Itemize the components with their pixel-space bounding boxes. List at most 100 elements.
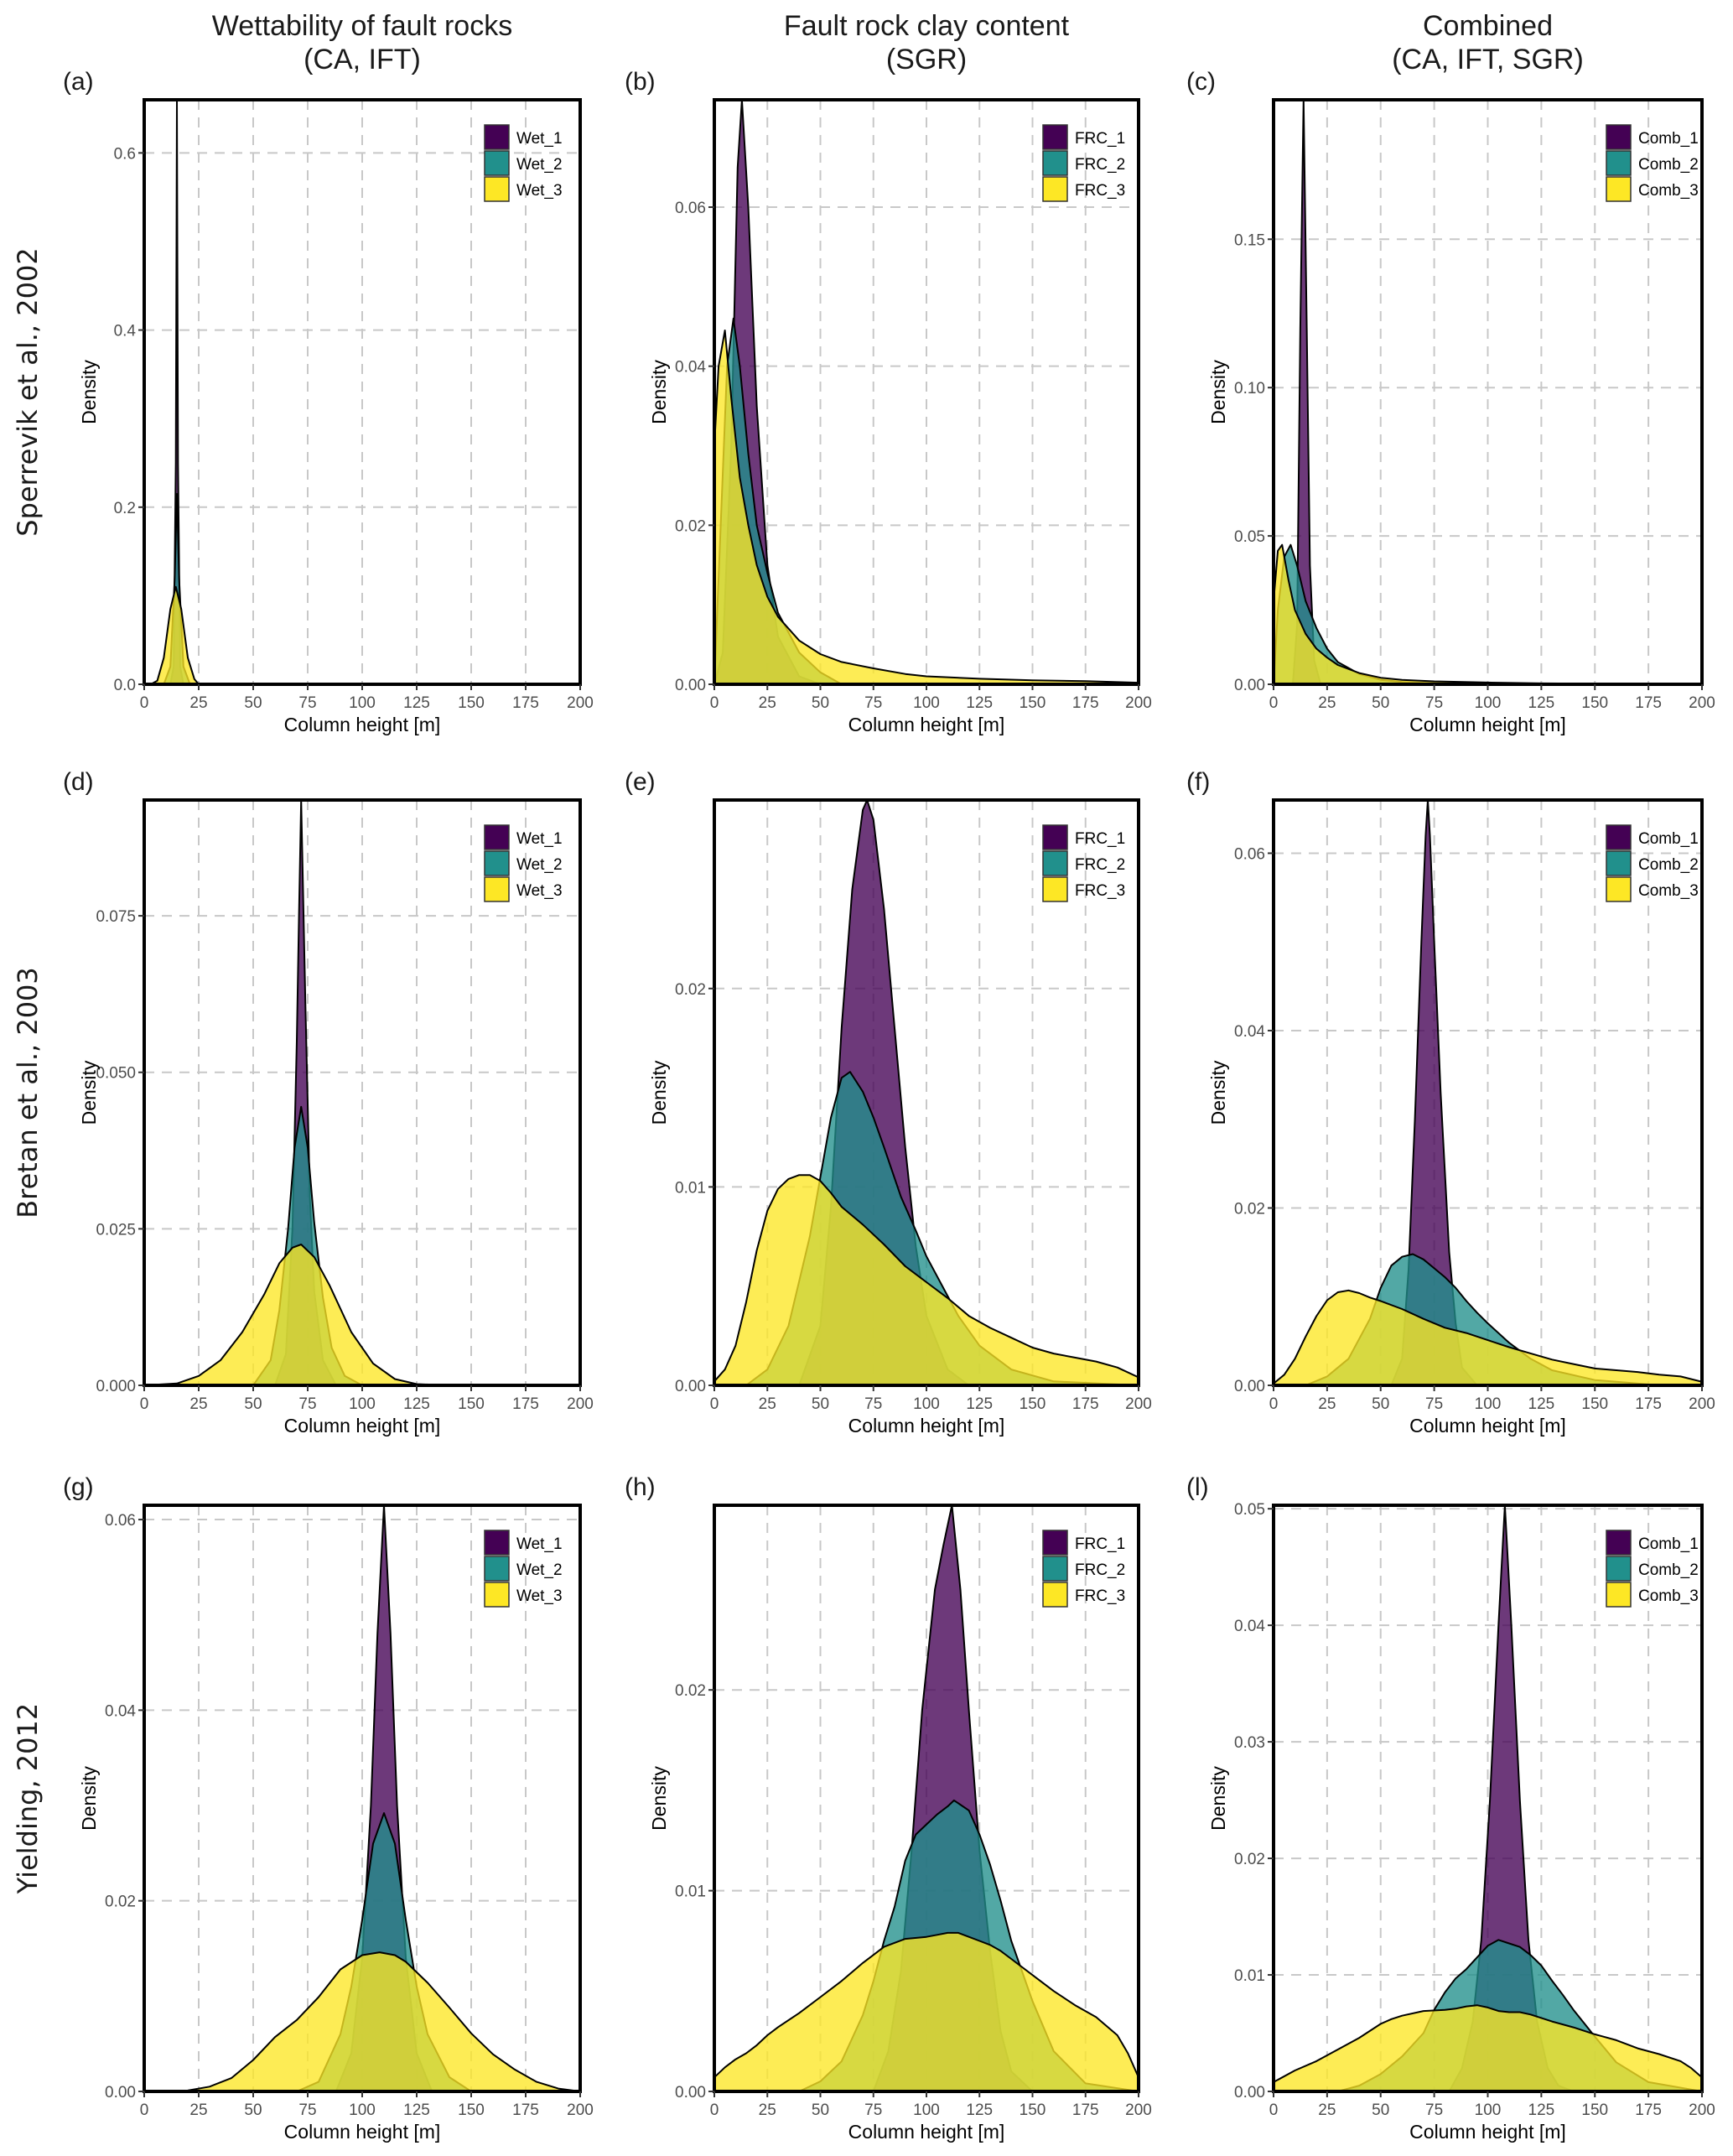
y-tick-label: 0.00 <box>1234 2084 1265 2101</box>
legend-swatch <box>1606 176 1632 202</box>
x-tick-label: 25 <box>189 2101 207 2119</box>
column-title: Wettability of fault rocks(CA, IFT) <box>212 10 512 75</box>
x-tick-label: 200 <box>1689 694 1715 712</box>
x-tick-label: 0 <box>1269 2101 1279 2119</box>
panel-label: (d) <box>63 768 94 796</box>
y-tick-label: 0.00 <box>1234 677 1265 694</box>
x-axis-title: Column height [m] <box>284 1415 441 1436</box>
panel-label: (e) <box>625 768 656 796</box>
x-tick-label: 25 <box>759 1395 776 1413</box>
y-axis-title: Density <box>78 360 100 424</box>
density-area-comb-3 <box>1274 1289 1702 1385</box>
legend-swatch <box>484 124 510 150</box>
legend-label: Comb_1 <box>1638 830 1699 848</box>
x-tick-label: 125 <box>403 694 430 712</box>
y-tick-label: 0.050 <box>96 1065 136 1083</box>
y-tick-label: 0.06 <box>675 200 706 217</box>
y-axis-title: Density <box>648 360 670 424</box>
legend: FRC_1 FRC_2 FRC_3 <box>1042 124 1125 202</box>
legend-label: Wet_1 <box>516 1535 563 1553</box>
x-tick-label: 50 <box>1372 2101 1389 2119</box>
x-tick-label: 75 <box>1425 2101 1443 2119</box>
x-axis-title: Column height [m] <box>1409 714 1566 735</box>
legend-label: FRC_1 <box>1075 830 1125 848</box>
legend-swatch <box>1606 1556 1632 1582</box>
x-tick-label: 150 <box>458 694 485 712</box>
x-tick-label: 50 <box>812 2101 829 2119</box>
x-axis-title: Column height [m] <box>848 2121 1005 2143</box>
legend-swatch <box>1042 850 1068 876</box>
row-title: Bretan et al., 2003 <box>12 967 44 1218</box>
x-tick-label: 175 <box>1635 1395 1662 1413</box>
legend-swatch <box>484 1582 510 1608</box>
y-tick-label: 0.06 <box>105 1512 136 1530</box>
x-tick-label: 75 <box>864 1395 882 1413</box>
x-tick-label: 25 <box>189 1395 207 1413</box>
x-tick-label: 200 <box>567 1395 594 1413</box>
legend-swatch <box>1606 850 1632 876</box>
panel-label: (g) <box>63 1473 94 1501</box>
legend-label: FRC_2 <box>1075 856 1125 874</box>
y-tick-label: 0.04 <box>105 1702 136 1720</box>
legend-swatch <box>1042 124 1068 150</box>
x-tick-label: 0 <box>710 1395 719 1413</box>
x-tick-label: 75 <box>298 2101 316 2119</box>
legend-label: Comb_3 <box>1638 182 1699 200</box>
legend-swatch <box>1042 824 1068 850</box>
y-tick-label: 0.0 <box>114 677 136 694</box>
x-tick-label: 200 <box>1689 2101 1715 2119</box>
legend-label: Comb_1 <box>1638 130 1699 148</box>
y-axis-title: Density <box>1207 1060 1229 1125</box>
legend: Comb_1 Comb_2 Comb_3 <box>1606 824 1699 902</box>
y-tick-label: 0.04 <box>675 359 706 377</box>
legend-label: FRC_2 <box>1075 156 1125 174</box>
legend-label: FRC_1 <box>1075 1535 1125 1553</box>
x-tick-label: 25 <box>189 694 207 712</box>
x-tick-label: 175 <box>1635 694 1662 712</box>
panel-b: (b) 0 25 50 75 100 125 150 175 200 0.00 0.02 0.04 0.0… <box>625 68 1152 735</box>
row-title: Yielding, 2012 <box>12 1703 44 1894</box>
x-axis-title: Column height [m] <box>284 2121 441 2143</box>
x-tick-label: 25 <box>1318 2101 1336 2119</box>
legend-swatch <box>484 876 510 902</box>
y-tick-label: 0.05 <box>1234 1501 1265 1519</box>
y-tick-label: 0.00 <box>105 2084 136 2101</box>
panel-label: (l) <box>1186 1473 1209 1501</box>
legend-swatch <box>484 850 510 876</box>
x-tick-label: 175 <box>512 694 539 712</box>
legend-label: Wet_2 <box>516 156 563 174</box>
x-axis-title: Column height [m] <box>848 1415 1005 1436</box>
y-axis-title: Density <box>1207 1766 1229 1831</box>
legend: Wet_1 Wet_2 Wet_3 <box>484 824 563 902</box>
y-tick-label: 0.06 <box>1234 845 1265 863</box>
panel-d: (d) 0 25 50 75 100 125 150 175 200 0.000 0.025 0.050… <box>63 768 594 1436</box>
y-tick-label: 0.05 <box>1234 528 1265 546</box>
x-tick-label: 125 <box>1528 694 1555 712</box>
x-tick-label: 100 <box>913 1395 940 1413</box>
y-axis-title: Density <box>648 1766 670 1831</box>
x-tick-label: 125 <box>966 1395 993 1413</box>
x-tick-label: 200 <box>567 694 594 712</box>
legend: FRC_1 FRC_2 FRC_3 <box>1042 824 1125 902</box>
x-tick-label: 75 <box>864 694 882 712</box>
legend-swatch <box>1042 150 1068 176</box>
x-tick-label: 25 <box>759 694 776 712</box>
legend-label: Wet_3 <box>516 1587 563 1605</box>
x-tick-label: 50 <box>244 694 262 712</box>
column-title: Fault rock clay content(SGR) <box>784 10 1070 75</box>
x-tick-label: 200 <box>1689 1395 1715 1413</box>
x-tick-label: 75 <box>298 694 316 712</box>
row-title: Sperrevik et al., 2002 <box>12 247 44 536</box>
panel-a: (a) 0 25 50 75 100 125 150 175 200 0.0 0.2 0.4 0.6 Col… <box>63 68 594 735</box>
x-tick-label: 100 <box>349 694 376 712</box>
legend-label: FRC_3 <box>1075 182 1125 200</box>
y-tick-label: 0.000 <box>96 1378 136 1395</box>
x-tick-label: 50 <box>1372 694 1389 712</box>
legend-swatch <box>1042 1582 1068 1608</box>
legend-swatch <box>1606 1582 1632 1608</box>
density-area-comb-3 <box>1274 2004 1702 2091</box>
legend-label: FRC_1 <box>1075 130 1125 148</box>
x-tick-label: 0 <box>1269 1395 1279 1413</box>
x-tick-label: 200 <box>567 2101 594 2119</box>
